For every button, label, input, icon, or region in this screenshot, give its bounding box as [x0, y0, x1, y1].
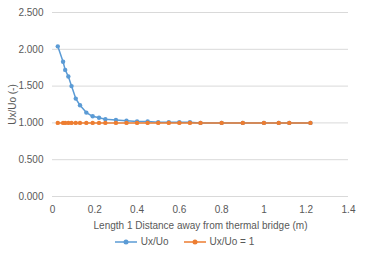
svg-text:2.500: 2.500 — [18, 7, 43, 18]
svg-text:1.2: 1.2 — [299, 204, 313, 215]
svg-text:0.2: 0.2 — [88, 204, 102, 215]
svg-text:0.6: 0.6 — [172, 204, 186, 215]
html-text:Ux/Uo: Ux/Uo — [140, 236, 169, 247]
svg-text:0.8: 0.8 — [215, 204, 229, 215]
svg-text:1.500: 1.500 — [18, 80, 43, 91]
svg-text:0: 0 — [50, 204, 56, 215]
svg-text:1.000: 1.000 — [18, 117, 43, 128]
svg-text:2.000: 2.000 — [18, 44, 43, 55]
svg-text:Length 1 Distance away from th: Length 1 Distance away from thermal brid… — [94, 220, 308, 231]
html-text:Ux/Uo = 1: Ux/Uo = 1 — [209, 236, 255, 247]
svg-text:0.500: 0.500 — [18, 154, 43, 165]
svg-text:0.4: 0.4 — [130, 204, 144, 215]
svg-text:Ux/Uo (-): Ux/Uo (-) — [7, 84, 18, 125]
svg-text:1: 1 — [261, 204, 267, 215]
svg-text:1.4: 1.4 — [342, 204, 356, 215]
svg-text:0.000: 0.000 — [18, 191, 43, 202]
